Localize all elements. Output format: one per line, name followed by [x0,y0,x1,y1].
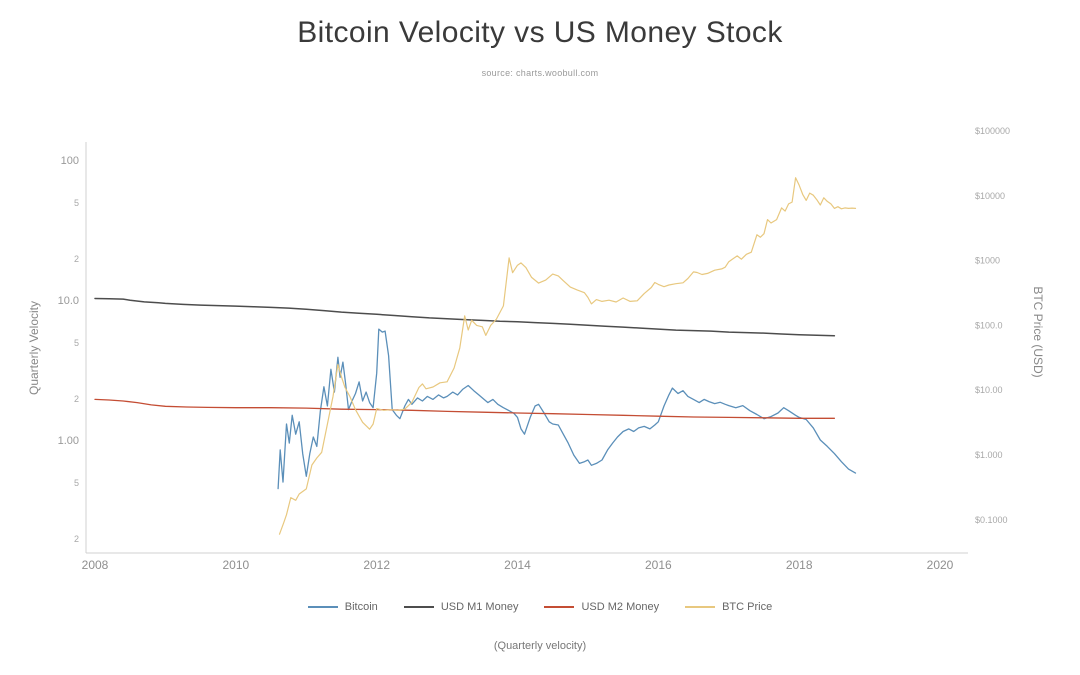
right-axis-tick: $100.0 [975,320,1003,330]
right-axis-tick: $0.1000 [975,515,1008,525]
legend-swatch-bitcoin [307,606,338,608]
chart-subtitle: source: charts.woobull.com [481,68,599,78]
series-line-bitcoin [277,328,857,490]
x-axis-tick: 2018 [786,558,813,572]
x-axis-tick: 2016 [645,558,672,572]
left-axis-tick: 5 [74,338,79,348]
left-axis-tick: 1.00 [58,435,79,447]
x-axis-tick: 2020 [927,558,954,572]
legend-item-usd-m2-money[interactable]: USD M2 Money [544,601,659,613]
legend-item-usd-m1-money[interactable]: USD M1 Money [403,601,519,613]
left-axis-title: Quarterly Velocity [27,301,41,395]
right-axis-tick: $100000 [975,126,1010,136]
right-axis-tick: $10.00 [975,385,1003,395]
legend-item-bitcoin[interactable]: Bitcoin [307,601,378,613]
legend-swatch-usd-m1-money [403,606,434,608]
series-line-usd-m2-money [94,398,836,419]
x-axis-tick: 2012 [363,558,390,572]
legend-swatch-usd-m2-money [544,606,575,608]
right-axis-tick: $1.000 [975,450,1003,460]
chart-caption: (Quarterly velocity) [493,640,587,652]
x-axis-tick: 2008 [82,558,109,572]
legend-label-usd-m1-money: USD M1 Money [440,601,519,613]
left-axis-tick: 10.0 [58,295,79,307]
series-line-usd-m1-money [94,297,836,337]
left-axis-tick: 2 [74,254,79,264]
right-axis-tick: $1000 [975,256,1000,266]
legend-label-bitcoin: Bitcoin [344,601,378,613]
series-line-btc-price [278,177,857,535]
right-axis-title: BTC Price (USD) [1031,286,1045,377]
left-axis-tick: 5 [74,478,79,488]
legend-swatch-btc-price [685,606,716,608]
x-axis-tick: 2014 [504,558,531,572]
legend-label-btc-price: BTC Price [722,601,773,613]
legend-item-btc-price[interactable]: BTC Price [685,601,772,613]
x-axis-tick: 2010 [222,558,249,572]
chart-legend: Bitcoin USD M1 Money USD M2 Money BTC Price [0,601,1080,613]
left-axis-tick: 5 [74,198,79,208]
right-axis-tick: $10000 [975,191,1005,201]
left-axis-tick: 100 [61,155,79,167]
left-axis-tick: 2 [74,534,79,544]
chart-title: Bitcoin Velocity vs US Money Stock [297,16,783,49]
legend-label-usd-m2-money: USD M2 Money [581,601,660,613]
left-axis-tick: 2 [74,394,79,404]
